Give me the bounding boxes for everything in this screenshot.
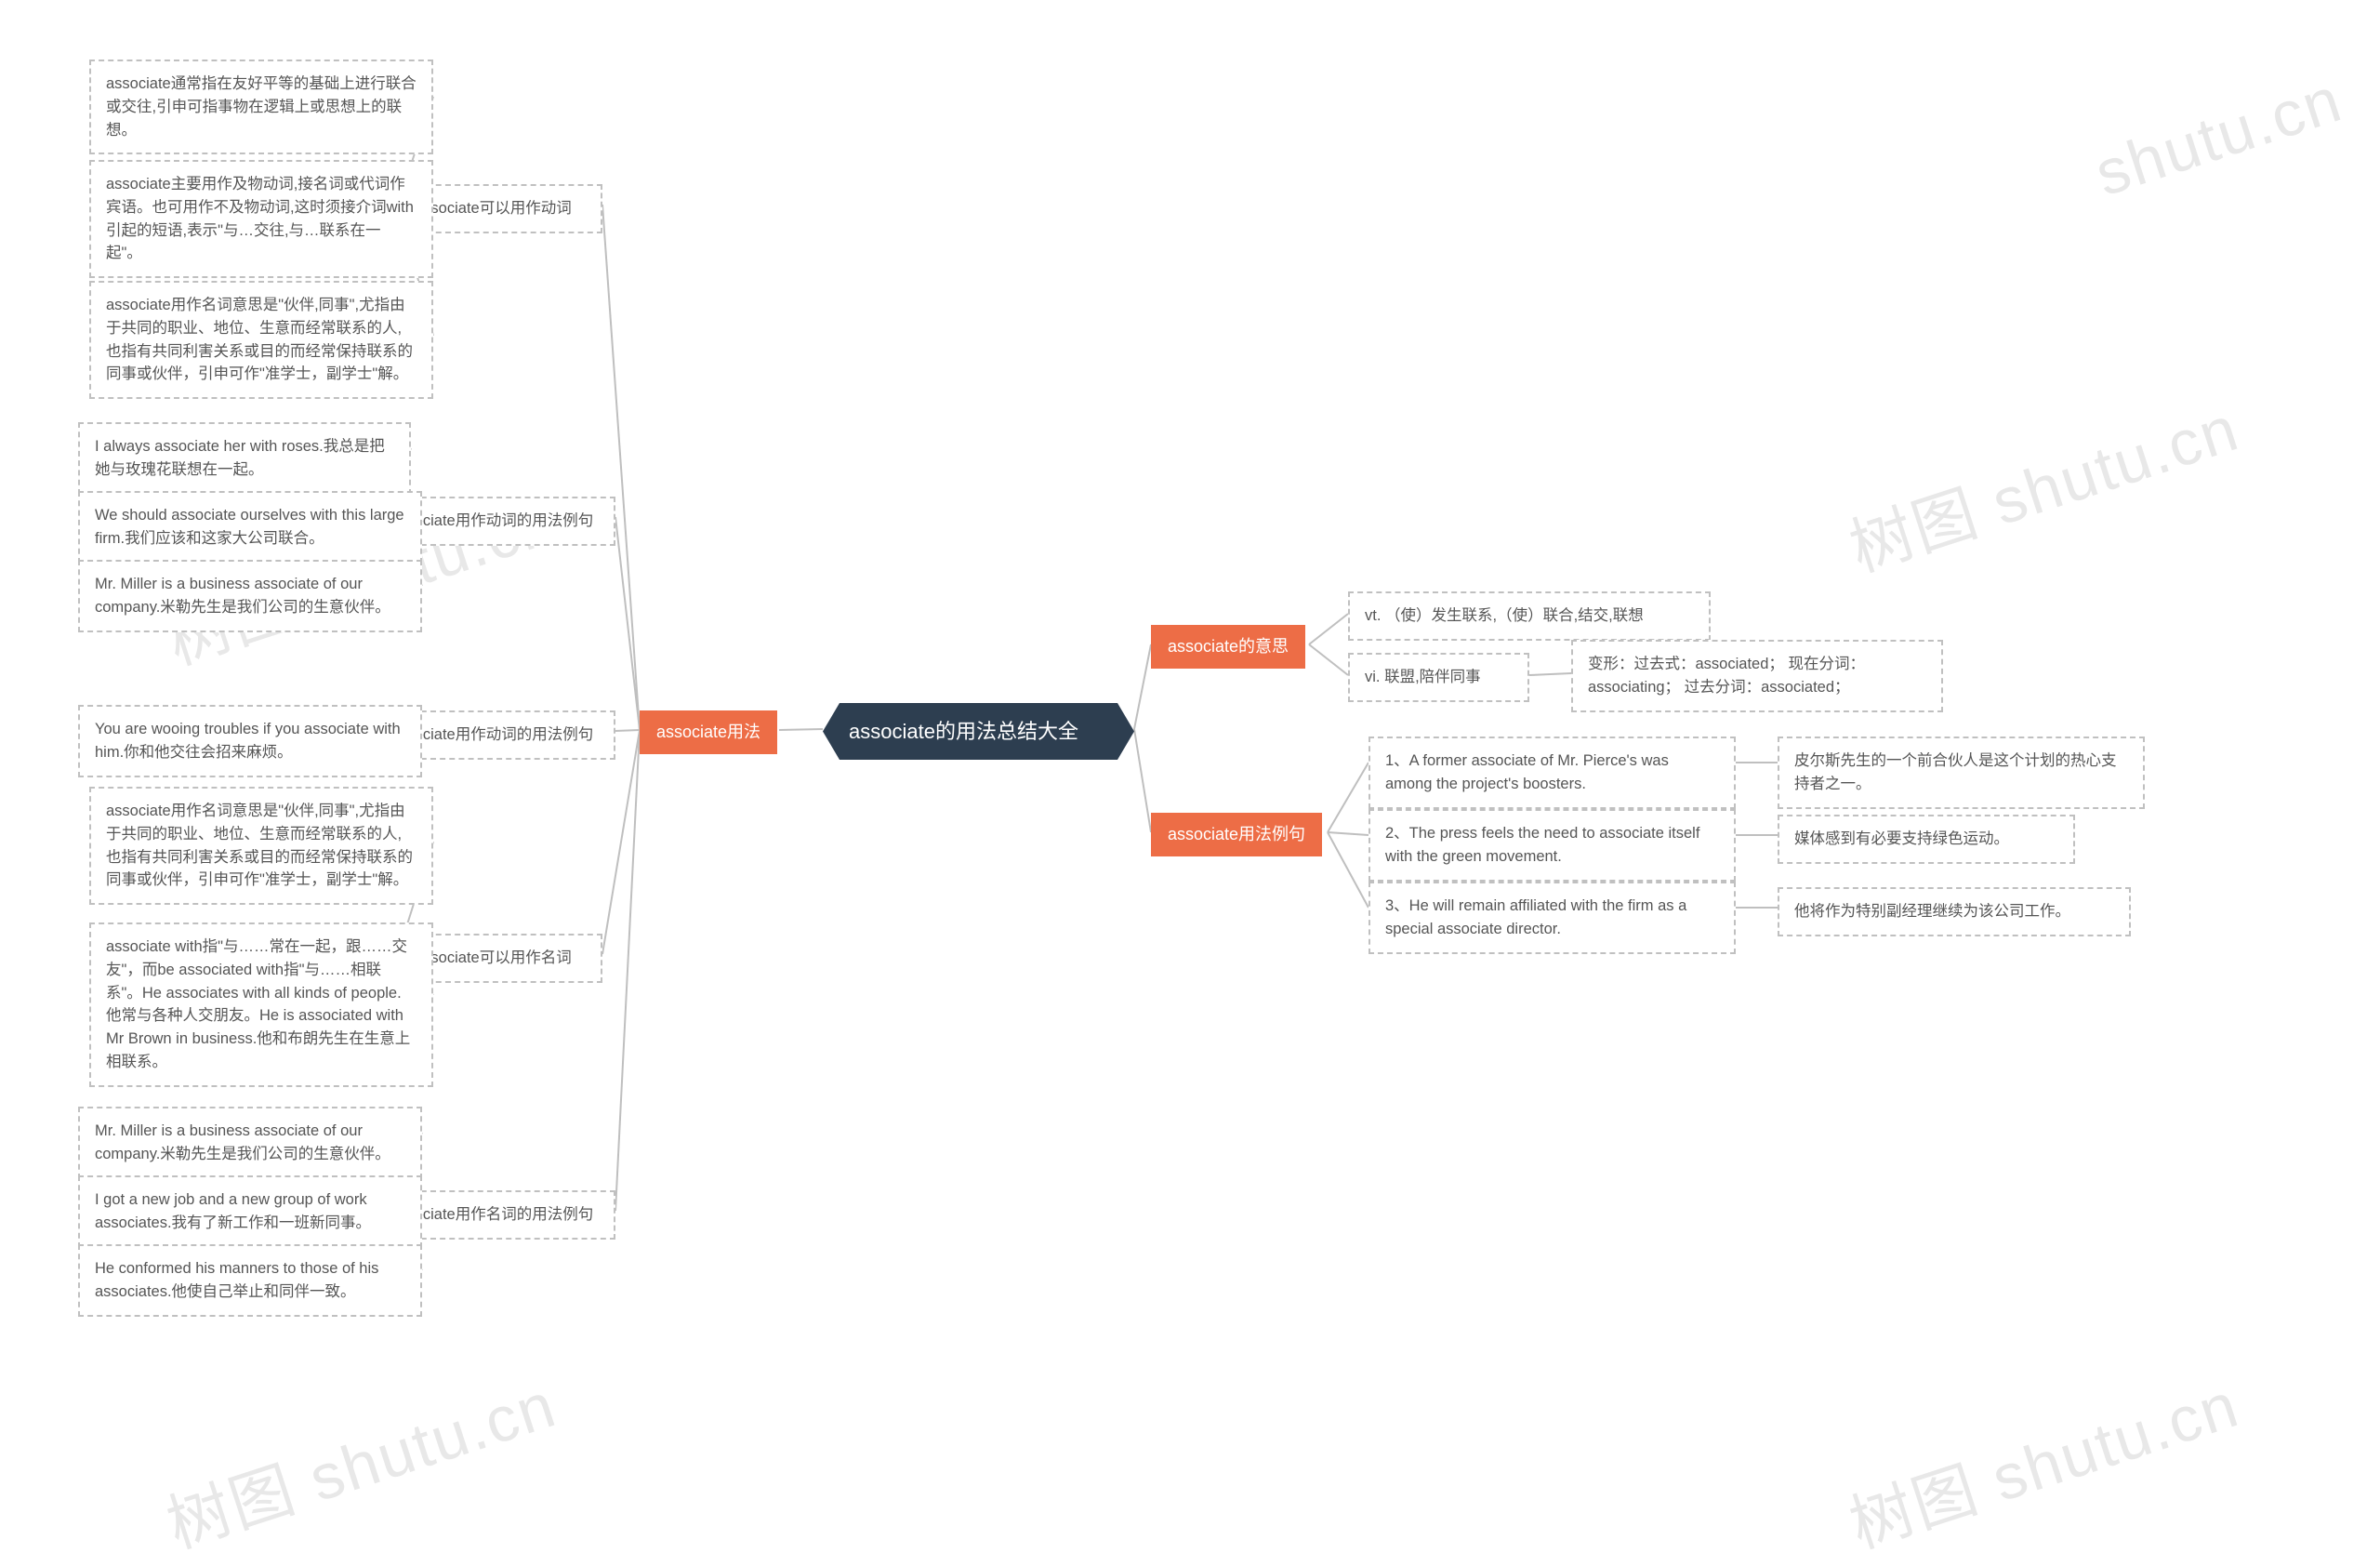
node-ex3-zh: 他将作为特别副经理继续为该公司工作。: [1778, 887, 2131, 936]
center-node: associate的用法总结大全: [823, 703, 1134, 760]
leaf-vex2: We should associate ourselves with this …: [78, 491, 422, 564]
leaf-vex3: Mr. Miller is a business associate of ou…: [78, 560, 422, 632]
node-ex2: 2、The press feels the need to associate …: [1368, 809, 1736, 882]
watermark: 树图 shutu.cn: [1836, 1353, 2248, 1565]
node-ex2-zh: 媒体感到有必要支持绿色运动。: [1778, 815, 2075, 864]
leaf-verb-3: associate用作名词意思是"伙伴,同事",尤指由于共同的职业、地位、生意而…: [89, 281, 433, 399]
leaf-noun-2: associate with指"与……常在一起，跟……交友"，而be assoc…: [89, 922, 433, 1087]
watermark: 树图 shutu.cn: [153, 1353, 565, 1565]
node-meaning-vi: vi. 联盟,陪伴同事: [1348, 653, 1529, 702]
leaf-verb-2: associate主要用作及物动词,接名词或代词作宾语。也可用作不及物动词,这时…: [89, 160, 433, 278]
leaf-verb-1: associate通常指在友好平等的基础上进行联合或交往,引申可指事物在逻辑上或…: [89, 60, 433, 154]
node-meaning-vt: vt. （使）发生联系,（使）联合,结交,联想: [1348, 591, 1711, 641]
node-meaning-vi-forms: 变形：过去式：associated； 现在分词：associating； 过去分…: [1571, 640, 1943, 712]
branch-examples: associate用法例句: [1151, 813, 1322, 856]
watermark: shutu.cn: [2087, 63, 2351, 211]
node-ex3: 3、He will remain affiliated with the fir…: [1368, 882, 1736, 954]
branch-usage: associate用法: [640, 710, 777, 754]
leaf-vex1: I always associate her with roses.我总是把她与…: [78, 422, 411, 495]
branch-meaning: associate的意思: [1151, 625, 1305, 669]
node-ex1-zh: 皮尔斯先生的一个前合伙人是这个计划的热心支持者之一。: [1778, 737, 2145, 809]
leaf-nex3: He conformed his manners to those of his…: [78, 1244, 422, 1317]
leaf-noun-1: associate用作名词意思是"伙伴,同事",尤指由于共同的职业、地位、生意而…: [89, 787, 433, 905]
watermark: 树图 shutu.cn: [1836, 377, 2248, 589]
leaf-nex1: Mr. Miller is a business associate of ou…: [78, 1107, 422, 1179]
leaf-vex4: You are wooing troubles if you associate…: [78, 705, 422, 777]
node-ex1: 1、A former associate of Mr. Pierce's was…: [1368, 737, 1736, 809]
leaf-nex2: I got a new job and a new group of work …: [78, 1175, 422, 1248]
